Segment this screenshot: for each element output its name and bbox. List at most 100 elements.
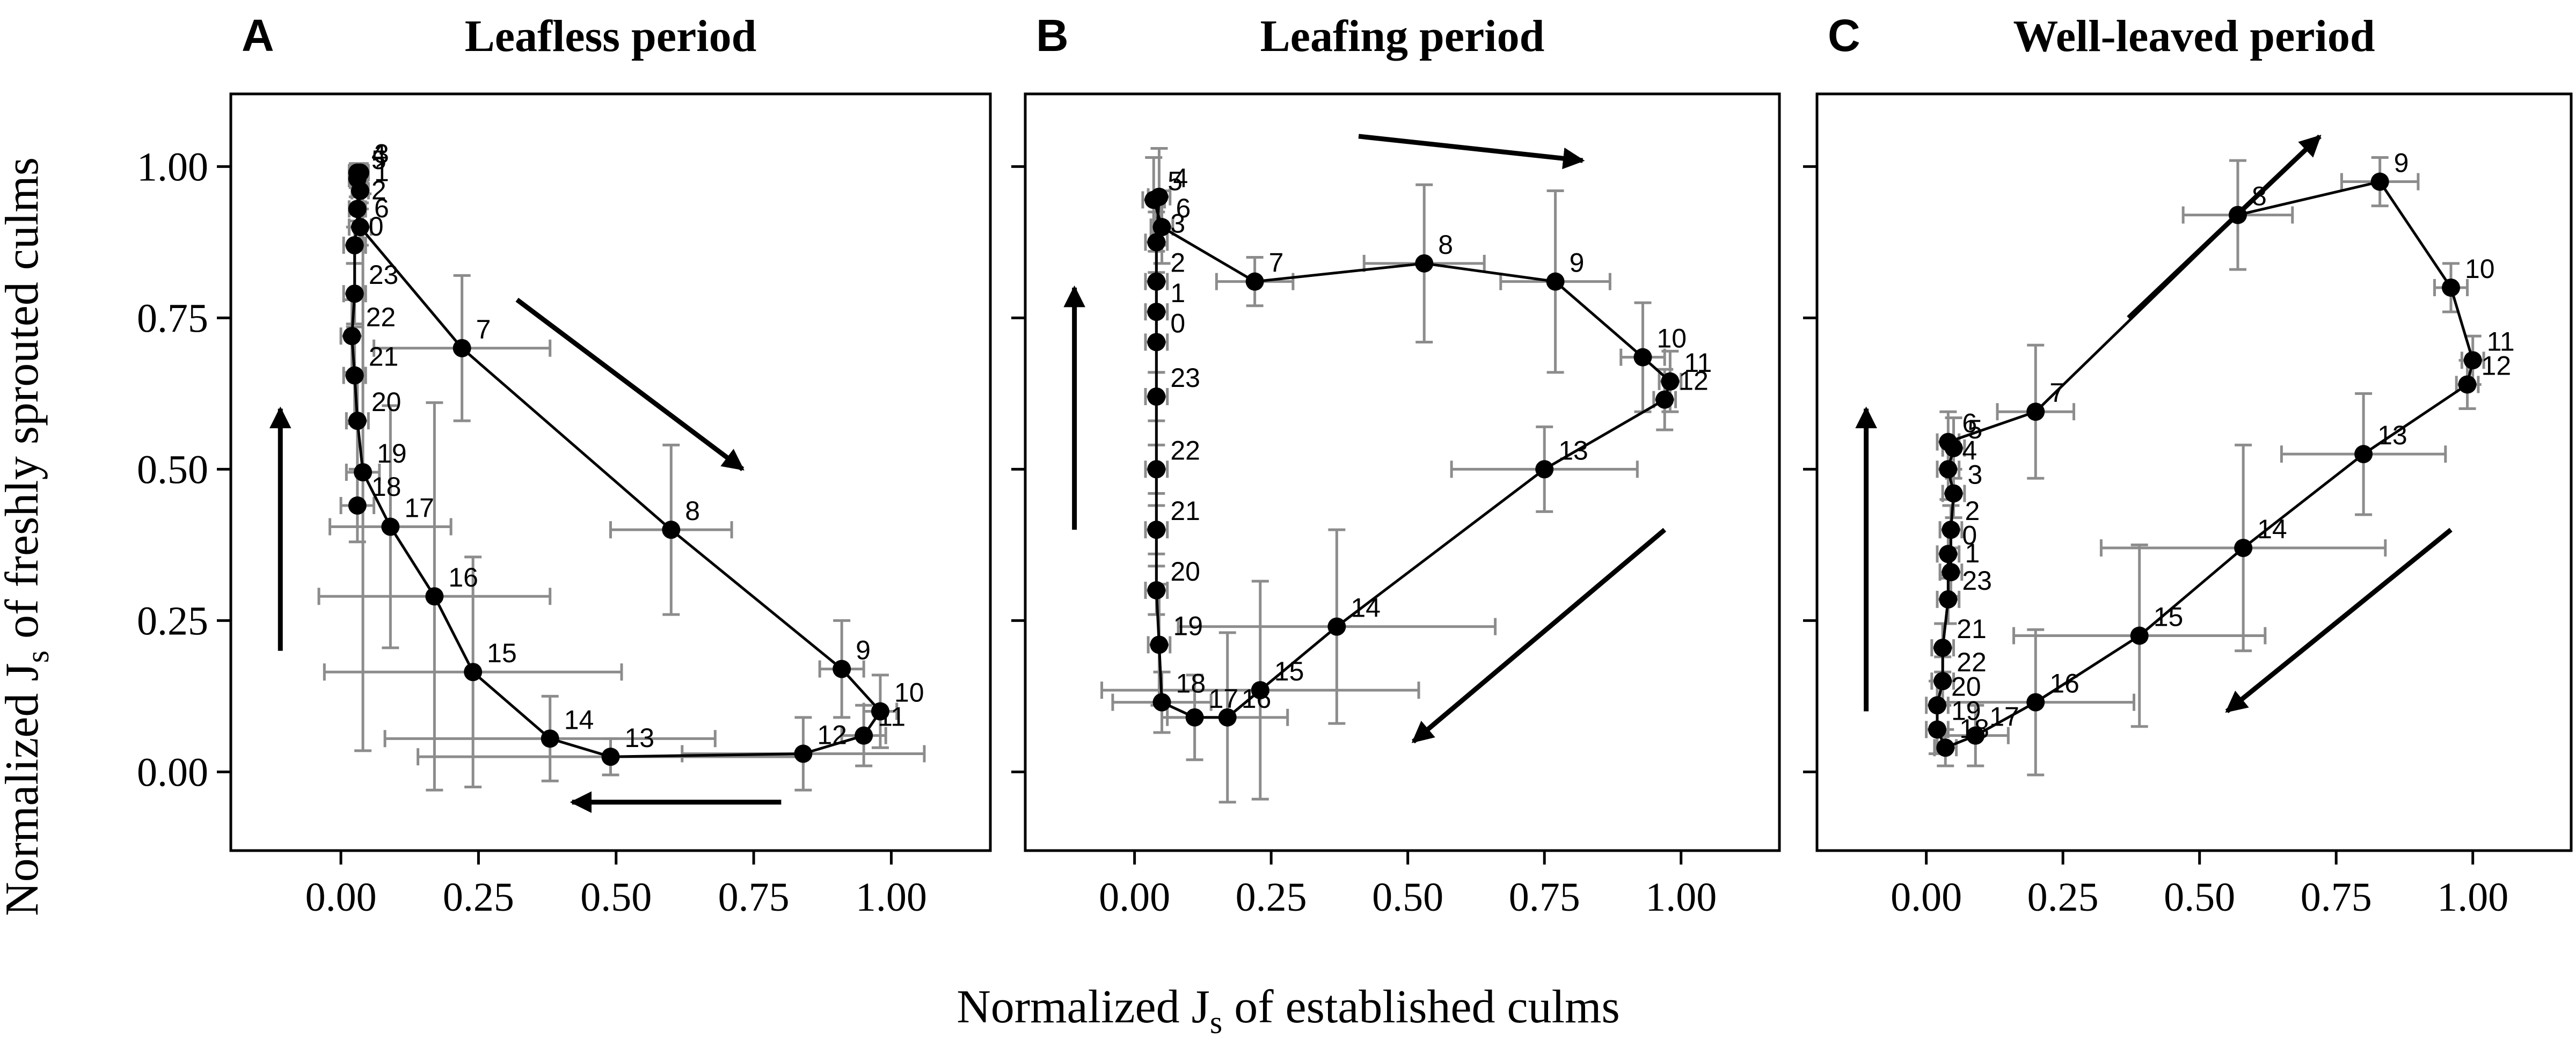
point-label: 9 xyxy=(1570,248,1585,278)
plot-frame xyxy=(1024,92,1781,852)
data-point xyxy=(794,744,813,763)
point-label: 21 xyxy=(1957,614,1987,644)
x-tick-label: 0.00 xyxy=(1099,875,1170,920)
data-point xyxy=(1415,254,1434,273)
data-point xyxy=(1942,563,1960,582)
point-label: 12 xyxy=(1679,366,1709,396)
x-tick-label: 0.50 xyxy=(580,875,652,920)
point-label: 14 xyxy=(1351,593,1381,623)
point-label: 16 xyxy=(1242,684,1272,714)
direction-arrow xyxy=(2127,134,2322,320)
point-label: 22 xyxy=(366,302,396,332)
point-label: 19 xyxy=(1173,611,1203,641)
data-point xyxy=(1185,708,1204,727)
x-tick-label: 0.25 xyxy=(1236,875,1307,920)
point-label: 1 xyxy=(1170,278,1185,308)
y-tick-label: 0.00 xyxy=(137,750,208,795)
point-label: 11 xyxy=(2487,326,2515,356)
x-tick-label: 0.25 xyxy=(443,875,514,920)
point-label: 22 xyxy=(1170,435,1200,465)
point-label: 1 xyxy=(374,157,389,187)
point-label: 14 xyxy=(564,705,594,735)
data-point xyxy=(1251,681,1269,700)
data-point xyxy=(1933,639,1952,657)
y-tick-label: 0.75 xyxy=(137,296,208,341)
x-tick-label: 0.75 xyxy=(2301,875,2372,920)
x-tick-label: 0.50 xyxy=(2164,875,2235,920)
data-point xyxy=(425,587,444,606)
point-label: 8 xyxy=(1438,230,1453,260)
data-point xyxy=(381,517,400,536)
data-point xyxy=(351,218,369,237)
point-label: 0 xyxy=(369,211,384,241)
data-point xyxy=(2026,402,2045,421)
data-point xyxy=(855,726,873,745)
data-point xyxy=(1144,191,1163,209)
y-tick-label: 0.25 xyxy=(137,598,208,643)
point-label: 11 xyxy=(878,702,906,732)
data-point xyxy=(871,702,889,721)
plot-frame xyxy=(229,92,992,852)
point-label: 0 xyxy=(1962,520,1977,550)
y-axis-label: Normalized Js of freshly sprouted culms xyxy=(0,157,55,916)
data-point xyxy=(354,463,373,481)
data-point xyxy=(342,327,361,346)
x-tick-label: 1.00 xyxy=(2437,875,2508,920)
point-label: 9 xyxy=(856,635,871,665)
point-label: 3 xyxy=(374,139,389,169)
data-point xyxy=(2130,626,2149,645)
data-point xyxy=(348,200,367,218)
panel-letter: B xyxy=(1036,10,1069,61)
x-tick-label: 0.75 xyxy=(1509,875,1580,920)
point-label: 20 xyxy=(1951,671,1981,701)
x-tick-label: 0.00 xyxy=(1891,875,1962,920)
data-point xyxy=(1661,372,1680,391)
series-line xyxy=(351,171,882,758)
point-label: 5 xyxy=(371,145,386,175)
point-label: 17 xyxy=(1989,702,2019,732)
point-label: 2 xyxy=(1170,248,1185,278)
x-tick-label: 1.00 xyxy=(856,875,927,920)
point-label: 7 xyxy=(2049,378,2064,408)
point-label: 12 xyxy=(2482,350,2512,380)
data-point xyxy=(1655,390,1674,409)
data-point xyxy=(2463,351,2482,370)
point-label: 17 xyxy=(404,493,434,523)
data-point xyxy=(345,236,364,254)
data-point xyxy=(1928,696,1946,715)
plot-frame xyxy=(1815,92,2573,852)
panel-title: Leafing period xyxy=(1260,11,1545,61)
point-label: 5 xyxy=(1167,166,1183,196)
point-label: 15 xyxy=(2154,602,2184,632)
data-point xyxy=(2370,172,2389,191)
data-point xyxy=(1327,617,1346,636)
x-tick-label: 0.25 xyxy=(2027,875,2099,920)
data-point xyxy=(348,169,367,188)
x-axis-label: Normalized Js of established culms xyxy=(957,981,1620,1040)
point-label: 20 xyxy=(1170,557,1200,587)
data-point xyxy=(2354,445,2373,464)
data-point xyxy=(833,660,851,678)
data-point xyxy=(541,729,559,748)
point-label: 2 xyxy=(1965,496,1980,526)
data-point xyxy=(1942,521,1960,539)
data-point xyxy=(2442,278,2461,297)
data-point xyxy=(2458,375,2477,394)
point-label: 13 xyxy=(625,723,655,753)
data-point xyxy=(1147,387,1166,406)
point-label: 1 xyxy=(1965,538,1980,568)
point-label: 18 xyxy=(1959,714,1989,744)
point-label: 21 xyxy=(1170,496,1200,526)
point-label: 10 xyxy=(2465,254,2495,284)
panel-letter: A xyxy=(242,10,274,61)
data-point xyxy=(348,496,367,515)
point-label: 13 xyxy=(2377,420,2407,450)
data-point xyxy=(1147,521,1166,539)
series-line xyxy=(1152,194,1672,719)
data-point xyxy=(345,284,364,303)
point-label: 10 xyxy=(1656,324,1687,354)
y-tick-label: 0.50 xyxy=(137,447,208,492)
point-label: 12 xyxy=(817,720,847,750)
point-label: 13 xyxy=(1558,435,1588,465)
